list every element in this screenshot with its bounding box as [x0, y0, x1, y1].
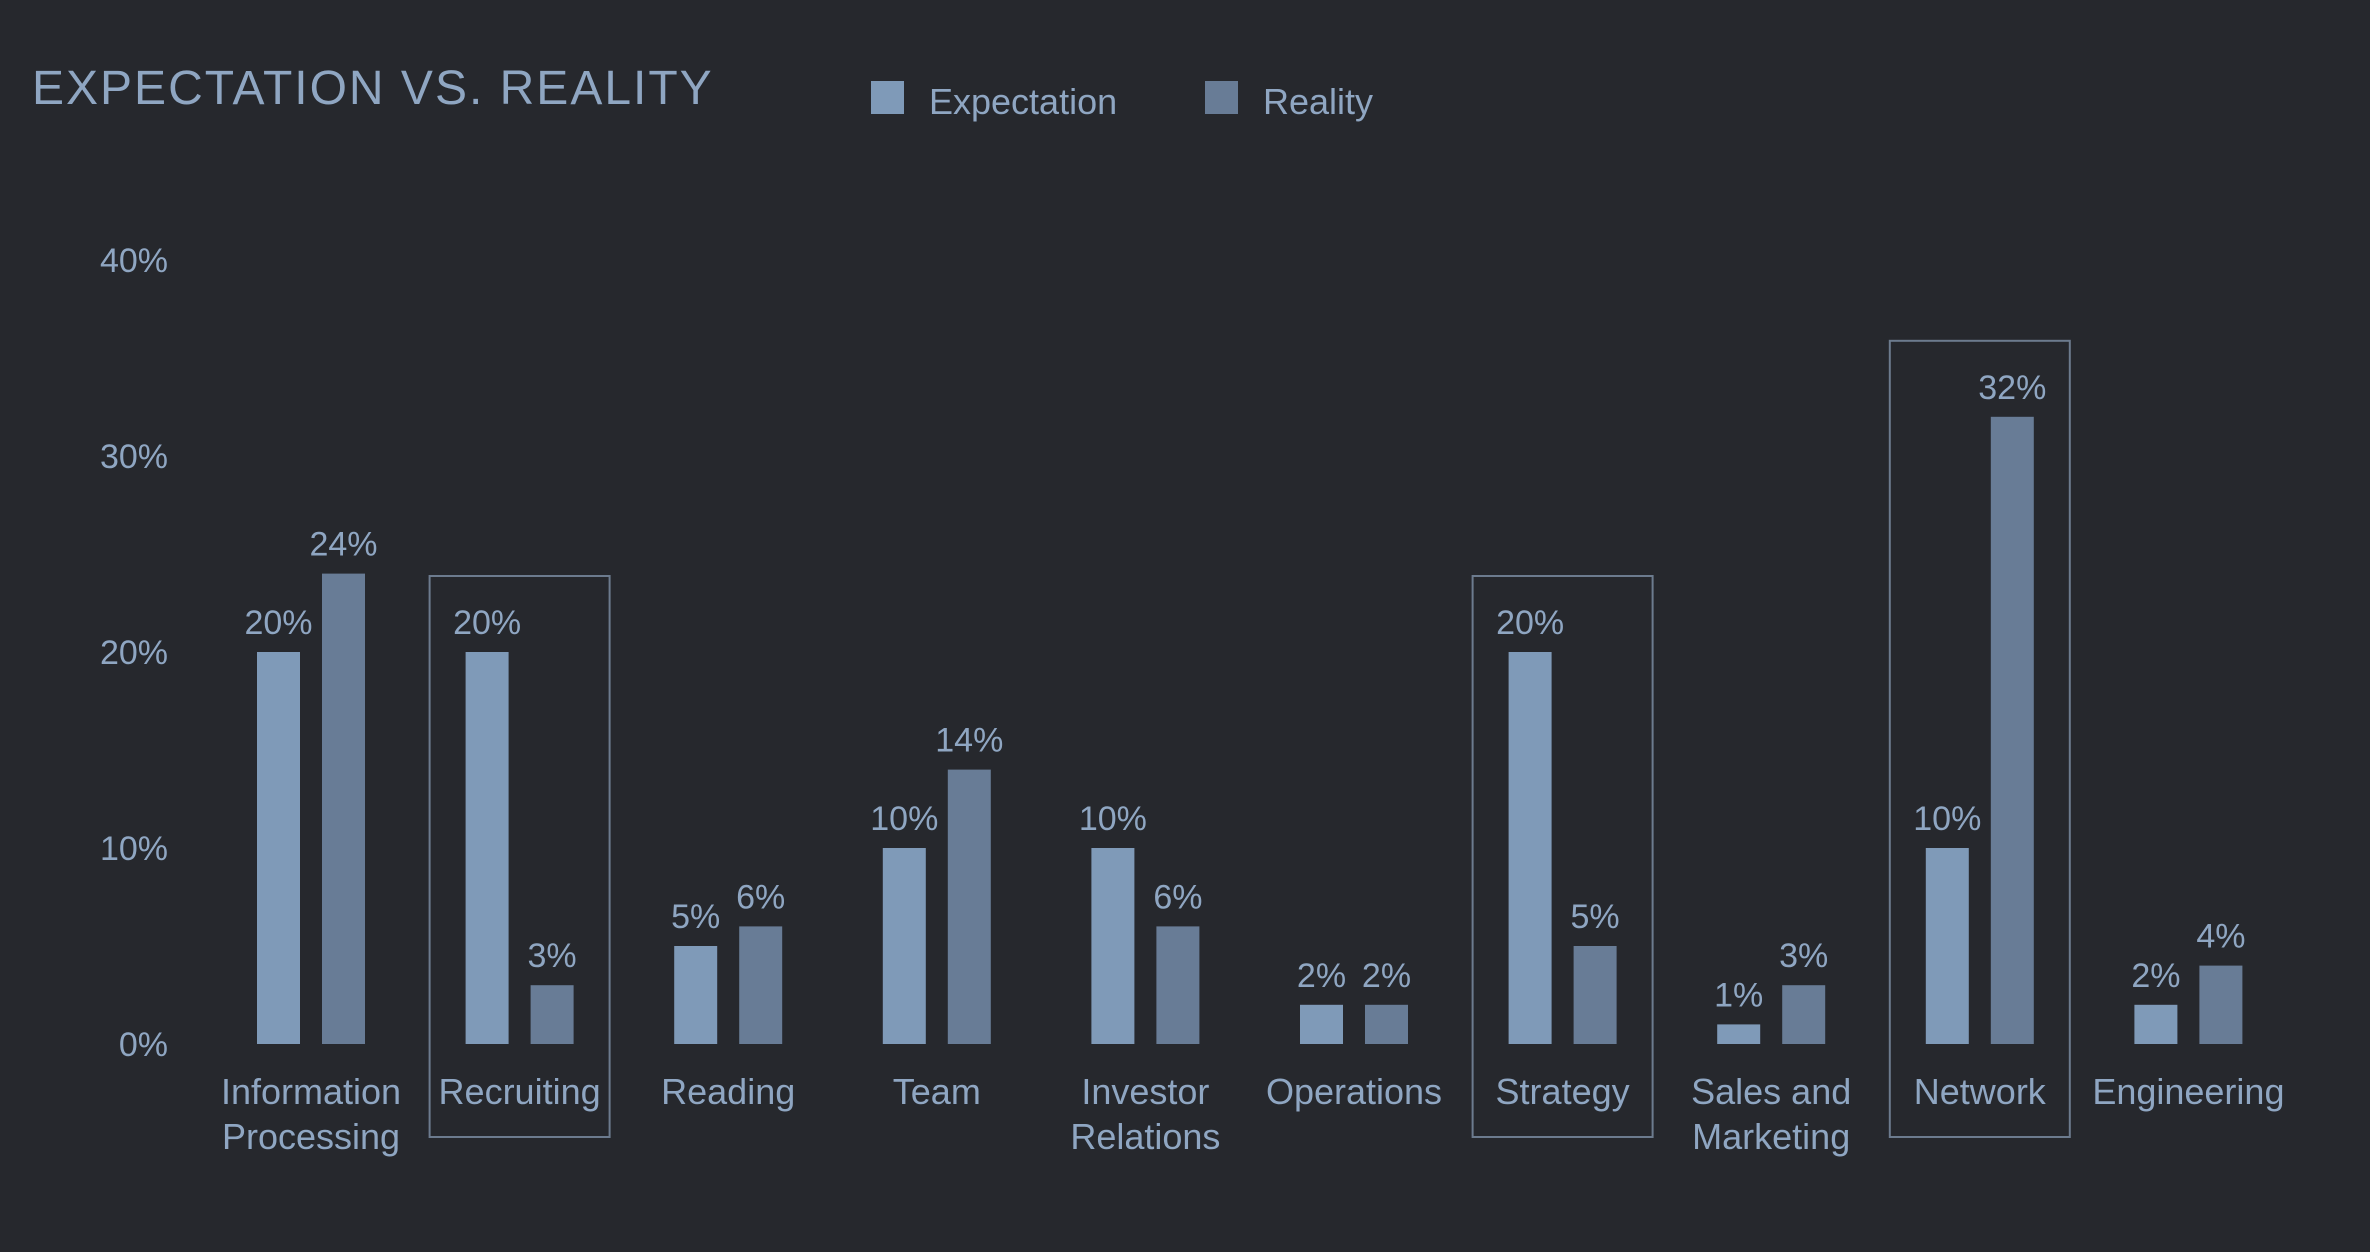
data-label-reality-engineering: 4% [2196, 918, 2245, 956]
bar-reality-recruiting [530, 985, 574, 1044]
x-tick-label-sales-and-marketing: Marketing [1692, 1116, 1850, 1157]
chart-title: EXPECTATION VS. REALITY [32, 62, 714, 115]
data-label-expectation-recruiting: 20% [453, 604, 521, 642]
legend: Expectation Reality [871, 81, 1373, 122]
y-tick-label: 0% [119, 1026, 168, 1064]
bar-expectation-operations [1300, 1004, 1343, 1044]
x-tick-label-information-processing: Information [221, 1071, 401, 1112]
data-label-expectation-information-processing: 20% [244, 604, 312, 642]
data-labels: 20% 24% 20% 3% 5% 6% 10% 14% 10% 6% 2% 2% 20% 5% 1% 3% 1… [244, 369, 2245, 1015]
x-tick-label-information-processing: Processing [222, 1116, 400, 1157]
data-label-reality-reading: 6% [736, 878, 785, 916]
highlight-box-recruiting [428, 575, 611, 1138]
x-tick-label-strategy: Strategy [1496, 1071, 1630, 1112]
y-tick-label: 10% [100, 830, 168, 868]
data-label-expectation-team: 10% [870, 800, 938, 838]
bar-expectation-engineering [2134, 1004, 2178, 1044]
legend-label-reality: Reality [1263, 81, 1373, 122]
bar-expectation-information-processing [257, 652, 300, 1044]
legend-swatch-expectation [871, 81, 904, 114]
x-tick-label-investor-relations: Investor [1081, 1071, 1209, 1112]
bar-reality-network [1990, 416, 2034, 1044]
legend-label-expectation: Expectation [929, 81, 1117, 122]
highlight-boxes [428, 339, 2071, 1138]
data-label-reality-recruiting: 3% [528, 937, 577, 975]
bar-reality-reading [739, 926, 783, 1044]
data-label-expectation-strategy: 20% [1496, 604, 1564, 642]
data-label-reality-network: 32% [1978, 369, 2046, 407]
bar-reality-information-processing [322, 573, 365, 1044]
bar-reality-investor-relations [1156, 926, 1200, 1044]
x-tick-label-team: Team [893, 1071, 981, 1112]
bar-reality-strategy [1573, 946, 1617, 1044]
data-label-reality-operations: 2% [1362, 957, 1411, 995]
data-label-expectation-reading: 5% [671, 898, 720, 936]
bar-reality-team [947, 769, 991, 1044]
bars [257, 416, 2243, 1044]
x-tick-label-recruiting: Recruiting [439, 1071, 601, 1112]
bar-reality-sales-and-marketing [1782, 985, 1826, 1044]
data-label-reality-investor-relations: 6% [1153, 878, 1202, 916]
data-label-expectation-operations: 2% [1297, 957, 1346, 995]
highlight-box-network [1888, 339, 2071, 1138]
y-tick-label: 30% [100, 438, 168, 476]
bar-reality-engineering [2199, 965, 2243, 1044]
bar-expectation-investor-relations [1091, 848, 1135, 1044]
data-label-reality-strategy: 5% [1571, 898, 1620, 936]
bar-reality-operations [1365, 1004, 1408, 1044]
bar-expectation-reading [674, 946, 718, 1044]
data-label-reality-information-processing: 24% [309, 526, 377, 564]
x-tick-label-sales-and-marketing: Sales and [1691, 1071, 1851, 1112]
legend-swatch-reality [1205, 81, 1238, 114]
data-label-reality-team: 14% [935, 722, 1003, 760]
y-axis: 0% 10% 20% 30% 40% [100, 242, 168, 1064]
data-label-expectation-network: 10% [1913, 800, 1981, 838]
x-tick-label-reading: Reading [661, 1071, 795, 1112]
bar-expectation-network [1925, 848, 1969, 1044]
data-label-expectation-engineering: 2% [2131, 957, 2180, 995]
y-tick-label: 40% [100, 242, 168, 280]
data-label-reality-sales-and-marketing: 3% [1779, 937, 1828, 975]
bar-expectation-strategy [1508, 652, 1552, 1044]
x-tick-label-network: Network [1914, 1071, 2047, 1112]
data-label-expectation-investor-relations: 10% [1079, 800, 1147, 838]
y-tick-label: 20% [100, 634, 168, 672]
x-tick-label-investor-relations: Relations [1070, 1116, 1220, 1157]
data-label-expectation-sales-and-marketing: 1% [1714, 976, 1763, 1014]
highlight-box-strategy [1471, 575, 1654, 1138]
bar-expectation-team [882, 848, 926, 1044]
x-tick-label-engineering: Engineering [2092, 1071, 2284, 1112]
bar-expectation-recruiting [465, 652, 509, 1044]
bar-expectation-sales-and-marketing [1717, 1024, 1761, 1044]
x-tick-label-operations: Operations [1266, 1071, 1442, 1112]
